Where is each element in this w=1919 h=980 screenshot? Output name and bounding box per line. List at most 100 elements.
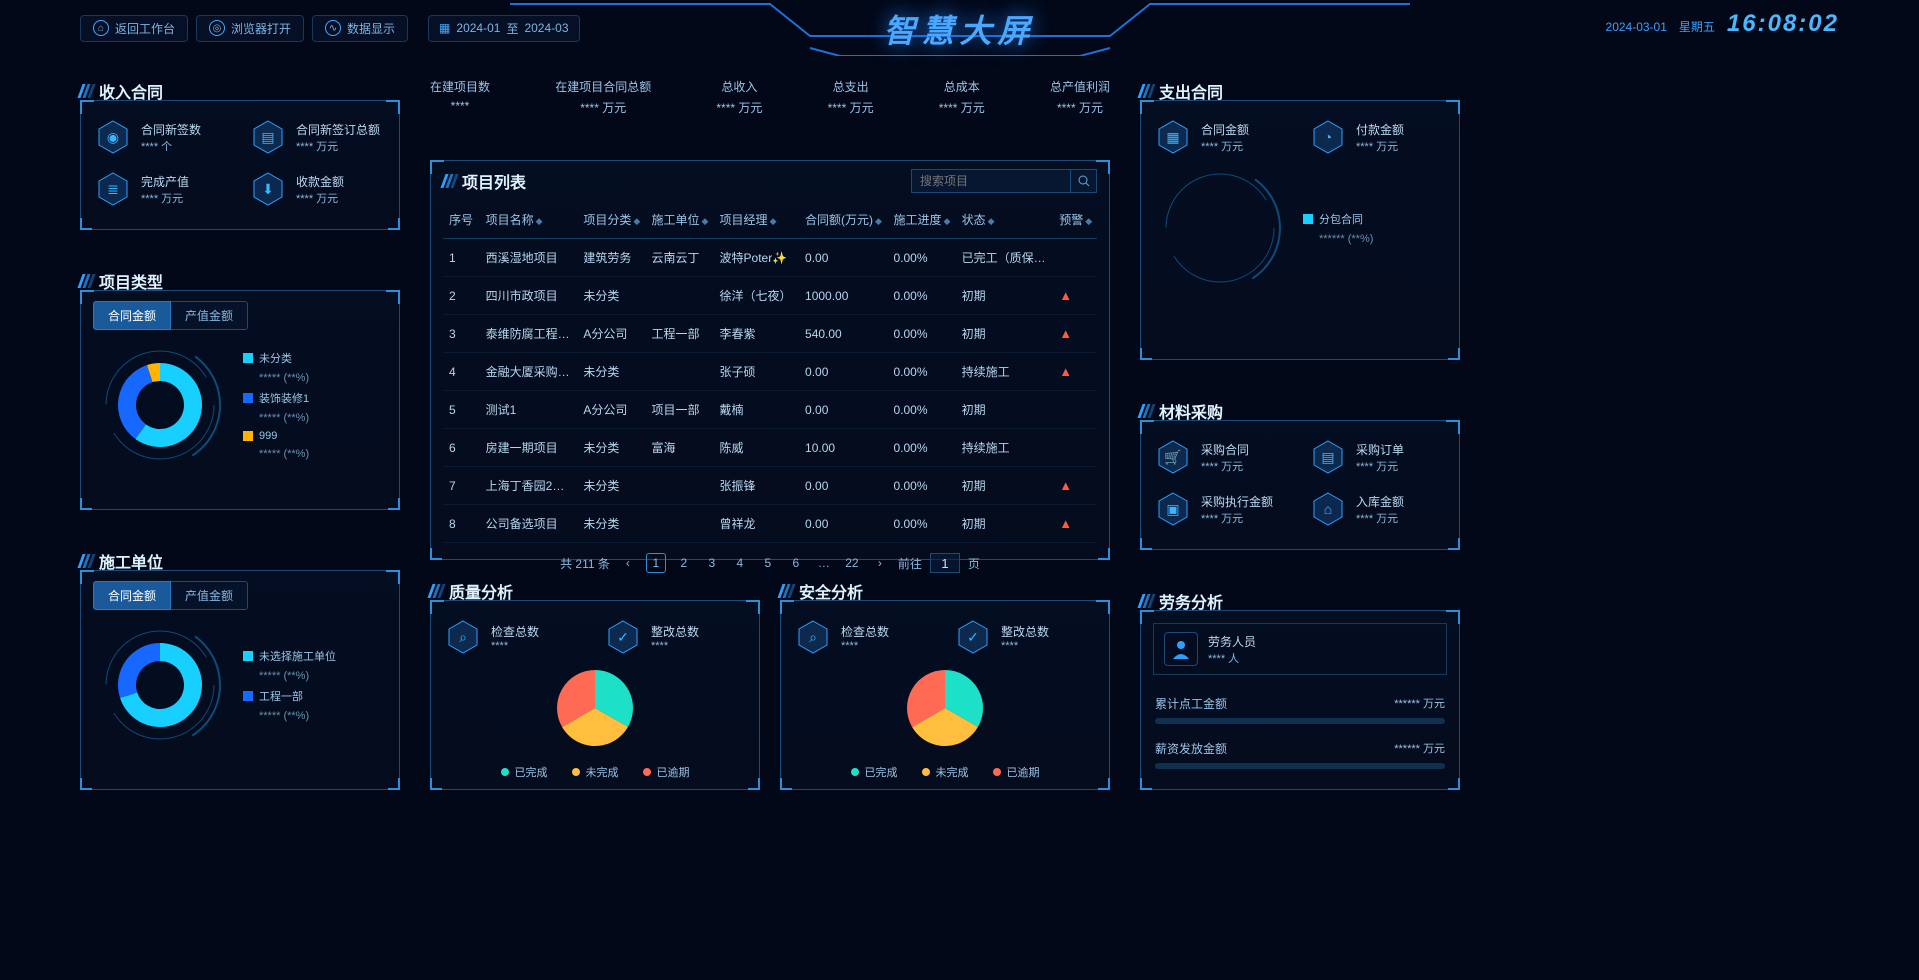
next-page[interactable]: › bbox=[870, 553, 890, 573]
table-cell: 云南云丁 bbox=[645, 239, 713, 277]
table-cell: 3 bbox=[443, 315, 480, 353]
project-list-title: 项目列表 bbox=[462, 169, 526, 193]
legend-item: 装饰装修1 bbox=[243, 390, 309, 406]
warning-icon: ▲ bbox=[1059, 364, 1072, 379]
table-cell: 张振锋 bbox=[714, 467, 799, 505]
project-list-panel: 项目列表 序号 项目名称◆ 项目分类◆ 施工单位◆ 项目经理◆ 合同额(万元)◆… bbox=[430, 160, 1110, 560]
table-row[interactable]: 6房建一期项目未分类富海陈威10.000.00%持续施工 bbox=[443, 429, 1097, 467]
pagination: 共 211 条 ‹ 123456…22 › 前往 页 bbox=[431, 543, 1109, 587]
table-row[interactable]: 4金融大厦采购…未分类张子硕0.000.00%持续施工▲ bbox=[443, 353, 1097, 391]
construct-unit-panel: 施工单位 合同金额 产值金额 未选择施工单位 ***** (**%) 工程一部 … bbox=[80, 570, 400, 790]
table-cell: 工程一部 bbox=[645, 315, 713, 353]
page-number[interactable]: 2 bbox=[674, 553, 694, 573]
warn-cell bbox=[1053, 391, 1097, 429]
summary-value: **** 万元 bbox=[555, 99, 651, 116]
tile-value: **** 万元 bbox=[1356, 510, 1404, 526]
warning-icon: ▲ bbox=[1059, 326, 1072, 341]
stat-tile: ✓ 整改总数 **** bbox=[595, 611, 755, 663]
svg-text:⌕: ⌕ bbox=[809, 629, 817, 645]
warn-cell: ▲ bbox=[1053, 467, 1097, 505]
top-button[interactable]: ∿ 数据显示 bbox=[312, 15, 408, 42]
table-cell: 0.00 bbox=[799, 505, 887, 543]
tab[interactable]: 产值金额 bbox=[171, 301, 248, 330]
goto-pre: 前往 bbox=[898, 555, 922, 572]
stat-tile: ▦ 合同金额 **** 万元 bbox=[1145, 111, 1300, 163]
table-row[interactable]: 3泰维防腐工程…A分公司工程一部李春紫540.000.00%初期▲ bbox=[443, 315, 1097, 353]
table-cell: 建筑劳务 bbox=[577, 239, 645, 277]
page-number[interactable]: 5 bbox=[758, 553, 778, 573]
tile-label: 整改总数 bbox=[651, 623, 699, 640]
bar-value: ****** 万元 bbox=[1394, 695, 1445, 712]
table-header[interactable]: 施工进度◆ bbox=[887, 201, 955, 239]
project-table: 序号 项目名称◆ 项目分类◆ 施工单位◆ 项目经理◆ 合同额(万元)◆ 施工进度… bbox=[443, 201, 1097, 543]
table-row[interactable]: 5测试1A分公司项目一部戴楠0.000.00%初期 bbox=[443, 391, 1097, 429]
svg-text:⌕: ⌕ bbox=[459, 629, 467, 645]
date-to: 2024-03 bbox=[524, 21, 568, 35]
table-header[interactable]: 预警◆ bbox=[1053, 201, 1097, 239]
table-header[interactable]: 项目名称◆ bbox=[480, 201, 578, 239]
table-cell: 陈威 bbox=[714, 429, 799, 467]
summary-item: 在建项目数 **** bbox=[430, 78, 490, 116]
table-header[interactable]: 状态◆ bbox=[956, 201, 1054, 239]
tab[interactable]: 合同金额 bbox=[93, 581, 171, 610]
svg-text:🛒: 🛒 bbox=[1164, 449, 1181, 466]
warn-cell: ▲ bbox=[1053, 353, 1097, 391]
search-button[interactable] bbox=[1071, 169, 1097, 193]
stat-tile: ▤ 合同新签订总额 **** 万元 bbox=[240, 111, 395, 163]
bar-label: 薪资发放金额 bbox=[1155, 740, 1227, 757]
tile-value: **** 万元 bbox=[141, 190, 189, 206]
table-cell: 金融大厦采购… bbox=[480, 353, 578, 391]
table-header[interactable]: 施工单位◆ bbox=[645, 201, 713, 239]
legend-item: 工程一部 bbox=[243, 688, 336, 704]
page-number[interactable]: 1 bbox=[646, 553, 666, 573]
stat-tile: ⌂ 入库金额 **** 万元 bbox=[1300, 483, 1455, 535]
shield-icon: ◉ bbox=[95, 119, 131, 155]
bag-icon: ▣ bbox=[1155, 491, 1191, 527]
table-row[interactable]: 1西溪湿地项目建筑劳务云南云丁波特Poter✨0.000.00%已完工（质保… bbox=[443, 239, 1097, 277]
search-input[interactable] bbox=[911, 169, 1071, 193]
page-number[interactable]: 3 bbox=[702, 553, 722, 573]
tile-label: 完成产值 bbox=[141, 173, 189, 190]
project-type-donut bbox=[95, 340, 225, 470]
top-button[interactable]: ◎ 浏览器打开 bbox=[196, 15, 304, 42]
tile-value: **** 万元 bbox=[1356, 138, 1404, 154]
tab[interactable]: 合同金额 bbox=[93, 301, 171, 330]
svg-text:▤: ▤ bbox=[261, 129, 274, 145]
goto-input[interactable] bbox=[930, 553, 960, 573]
svg-text:◉: ◉ bbox=[107, 129, 119, 145]
tile-label: 整改总数 bbox=[1001, 623, 1049, 640]
tile-label: 检查总数 bbox=[841, 623, 889, 640]
top-button[interactable]: ⌂ 返回工作台 bbox=[80, 15, 188, 42]
warning-icon: ▲ bbox=[1059, 478, 1072, 493]
search-icon bbox=[1078, 175, 1090, 187]
tab[interactable]: 产值金额 bbox=[171, 581, 248, 610]
table-header[interactable]: 序号 bbox=[443, 201, 480, 239]
page-number[interactable]: 4 bbox=[730, 553, 750, 573]
labor-panel: 劳务分析 劳务人员 **** 人 累计点工金额 ****** 万元 薪资发放金额… bbox=[1140, 610, 1460, 790]
table-row[interactable]: 2四川市政项目未分类徐洋（七夜）1000.000.00%初期▲ bbox=[443, 277, 1097, 315]
table-row[interactable]: 7上海丁香园2…未分类张振锋0.000.00%初期▲ bbox=[443, 467, 1097, 505]
table-cell: 已完工（质保… bbox=[956, 239, 1054, 277]
summary-item: 总成本 **** 万元 bbox=[939, 78, 985, 116]
table-header[interactable]: 合同额(万元)◆ bbox=[799, 201, 887, 239]
table-row[interactable]: 8公司备选项目未分类曾祥龙0.000.00%初期▲ bbox=[443, 505, 1097, 543]
safety-pie bbox=[900, 663, 990, 753]
page-number[interactable]: 22 bbox=[842, 553, 862, 573]
expense-title: 支出合同 bbox=[1159, 79, 1223, 103]
page-number[interactable]: 6 bbox=[786, 553, 806, 573]
table-header[interactable]: 项目分类◆ bbox=[577, 201, 645, 239]
date-range-picker[interactable]: ▦ 2024-01 至 2024-03 bbox=[428, 15, 579, 42]
table-cell: 0.00% bbox=[887, 353, 955, 391]
table-header[interactable]: 项目经理◆ bbox=[714, 201, 799, 239]
summary-label: 在建项目数 bbox=[430, 78, 490, 95]
doc2-icon: ▦ bbox=[1155, 119, 1191, 155]
summary-item: 总产值利润 **** 万元 bbox=[1050, 78, 1110, 116]
datetime: 2024-03-01 星期五 16:08:02 bbox=[1606, 10, 1839, 38]
in-icon: ⌂ bbox=[1310, 491, 1346, 527]
page-number[interactable]: … bbox=[814, 553, 834, 573]
safety-panel: 安全分析 ⌕ 检查总数 **** ✓ 整改总数 **** 已完成 未完成 已逾期 bbox=[780, 600, 1110, 790]
stat-tile: ▣ 采购执行金额 **** 万元 bbox=[1145, 483, 1300, 535]
prev-page[interactable]: ‹ bbox=[618, 553, 638, 573]
tile-label: 采购订单 bbox=[1356, 441, 1404, 458]
tile-value: **** 万元 bbox=[296, 190, 344, 206]
